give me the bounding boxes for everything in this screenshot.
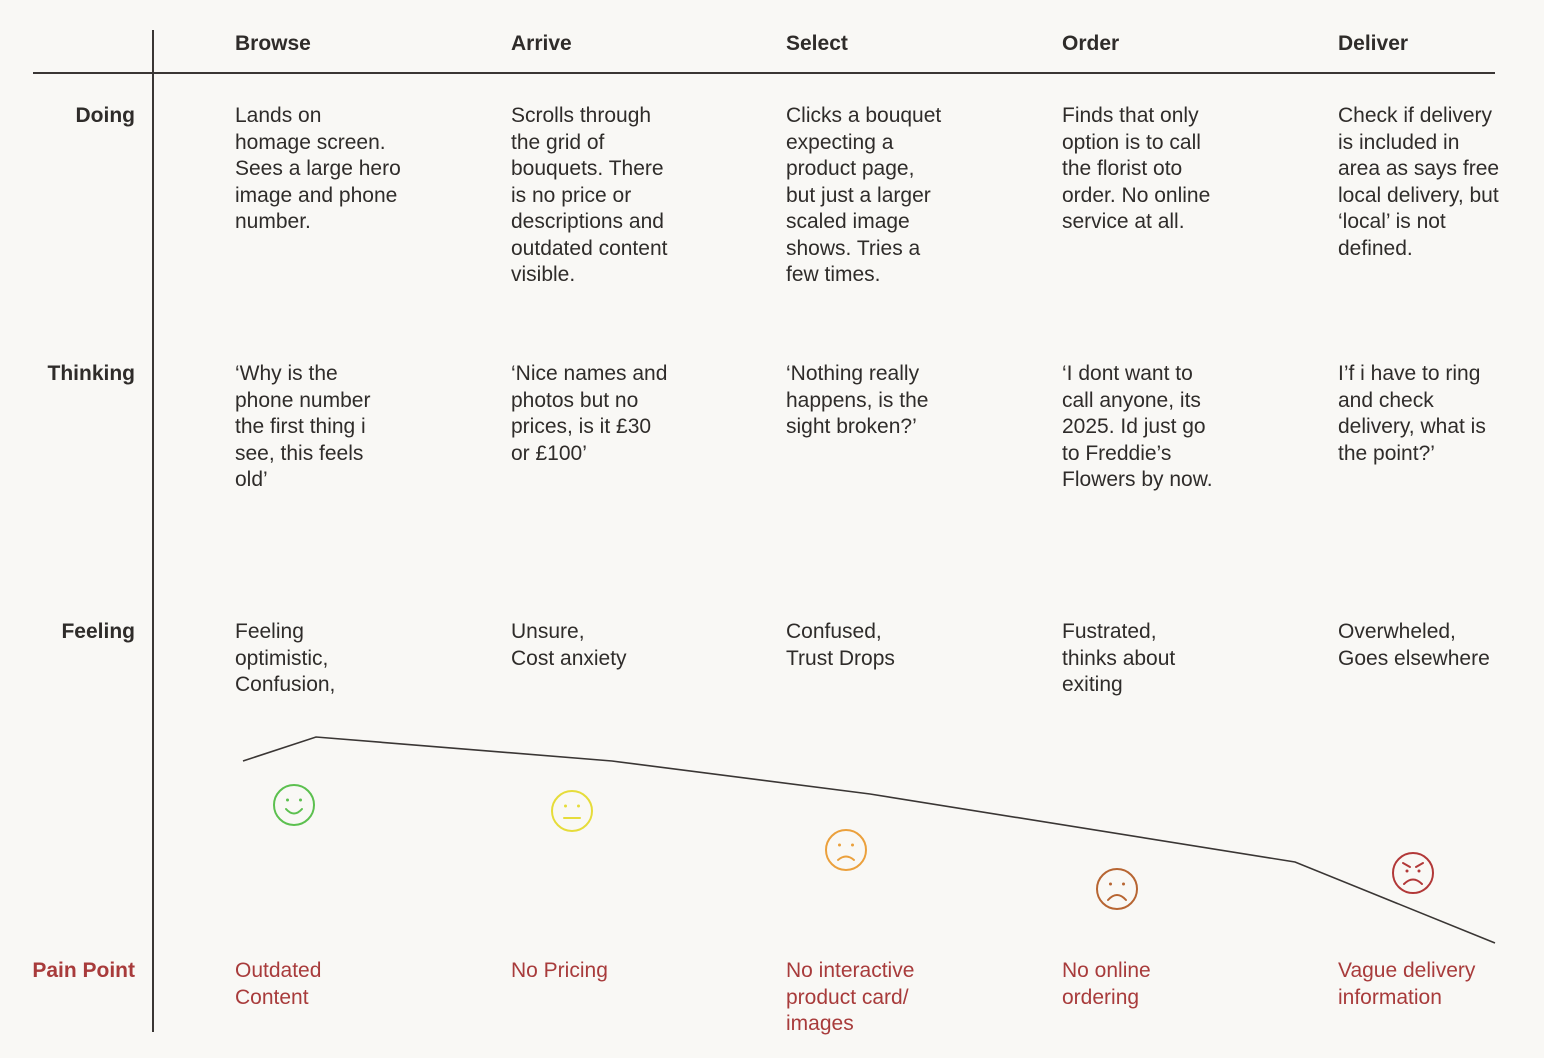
feeling-cell-arrive: Unsure, Cost anxiety bbox=[511, 620, 627, 670]
doing-cell-arrive: Scrolls through the grid of bouquets. Th… bbox=[511, 104, 668, 286]
row-label-thinking: Thinking bbox=[47, 362, 136, 385]
pain-cell-arrive: No Pricing bbox=[511, 959, 608, 982]
thinking-cell-browse: ‘Why is the phone number the first thing… bbox=[235, 362, 371, 491]
emotion-curve-line bbox=[242, 736, 1496, 944]
stage-header-order: Order bbox=[1062, 32, 1120, 55]
feeling-cell-order: Fustrated, thinks about exiting bbox=[1062, 620, 1176, 696]
thinking-cell-order: ‘I dont want to call anyone, its 2025. I… bbox=[1062, 362, 1213, 491]
pain-cell-browse: Outdated Content bbox=[235, 959, 322, 1009]
doing-cell-browse: Lands on homage screen. Sees a large her… bbox=[235, 104, 401, 233]
pain-cell-select: No interactive product card/ images bbox=[786, 959, 915, 1035]
thinking-cell-select: ‘Nothing really happens, is the sight br… bbox=[786, 362, 929, 438]
feeling-cell-deliver: Overwheled, Goes elsewhere bbox=[1338, 620, 1490, 670]
frown-face-icon bbox=[1096, 868, 1138, 910]
stage-header-browse: Browse bbox=[235, 32, 311, 55]
row-label-doing: Doing bbox=[75, 104, 135, 127]
feeling-cell-select: Confused, Trust Drops bbox=[786, 620, 895, 670]
vertical-divider bbox=[152, 30, 154, 1032]
header-divider bbox=[33, 72, 1495, 74]
feeling-cell-browse: Feeling optimistic, Confusion, bbox=[235, 620, 336, 696]
thinking-cell-deliver: I’f i have to ring and check delivery, w… bbox=[1338, 362, 1486, 465]
doing-cell-select: Clicks a bouquet expecting a product pag… bbox=[786, 104, 942, 286]
neutral-face-icon bbox=[551, 790, 593, 832]
doing-cell-deliver: Check if delivery is included in area as… bbox=[1338, 104, 1500, 260]
row-label-pain-point: Pain Point bbox=[32, 959, 135, 982]
row-label-feeling: Feeling bbox=[61, 620, 135, 643]
thinking-cell-arrive: ‘Nice names and photos but no prices, is… bbox=[511, 362, 668, 465]
happy-face-icon bbox=[273, 784, 315, 826]
stage-header-arrive: Arrive bbox=[511, 32, 572, 55]
sad-face-icon bbox=[825, 829, 867, 871]
doing-cell-order: Finds that only option is to call the fl… bbox=[1062, 104, 1211, 233]
stage-header-deliver: Deliver bbox=[1338, 32, 1409, 55]
stage-header-select: Select bbox=[786, 32, 848, 55]
pain-cell-order: No online ordering bbox=[1062, 959, 1151, 1009]
angry-face-icon bbox=[1392, 852, 1434, 894]
pain-cell-deliver: Vague delivery information bbox=[1338, 959, 1476, 1009]
